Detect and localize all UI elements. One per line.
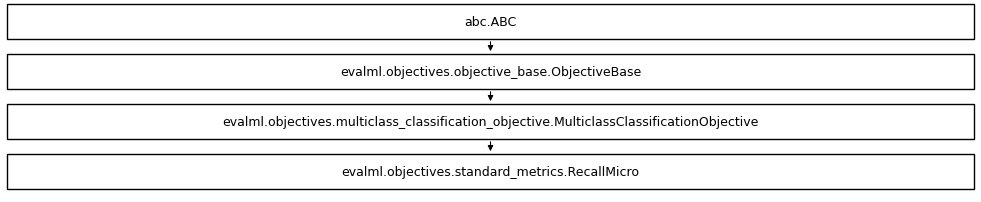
Text: abc.ABC: abc.ABC [464,16,517,29]
Bar [7,154,974,189]
Text: evalml.objectives.standard_metrics.RecallMicro: evalml.objectives.standard_metrics.Recal… [341,165,640,178]
Bar [7,104,974,139]
Bar [7,55,974,89]
Text: evalml.objectives.multiclass_classification_objective.MulticlassClassificationOb: evalml.objectives.multiclass_classificat… [223,115,758,128]
Text: evalml.objectives.objective_base.ObjectiveBase: evalml.objectives.objective_base.Objecti… [339,66,642,79]
Bar [7,5,974,40]
